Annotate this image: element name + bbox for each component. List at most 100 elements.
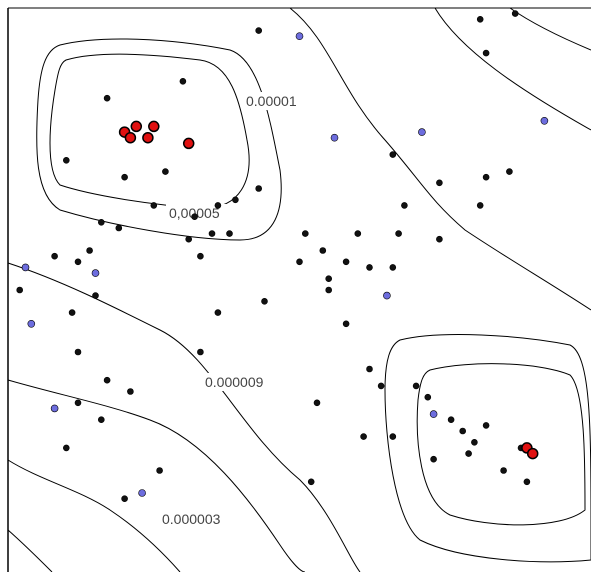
data-point-black — [342, 320, 350, 328]
data-point-blue — [50, 404, 59, 413]
data-point-black — [226, 230, 233, 237]
data-point-black — [51, 252, 58, 260]
data-point-blue — [540, 117, 549, 125]
data-point-black — [476, 15, 484, 23]
data-point-black — [255, 185, 263, 192]
data-point-black — [389, 264, 397, 271]
data-point-black — [98, 416, 105, 424]
contour-labels: 0.00001 0,00005 0.000009 0.000003 — [159, 92, 303, 528]
data-point-black — [401, 202, 408, 209]
contour-line-top-upper-middle — [289, 7, 591, 311]
contour-line-bottom-left-edge — [7, 529, 53, 572]
data-point-black — [63, 444, 70, 452]
data-point-blue — [295, 32, 304, 41]
data-point-black — [360, 433, 367, 440]
data-point-black — [476, 202, 484, 209]
data-point-black — [74, 348, 82, 356]
data-point-blue — [21, 263, 30, 272]
contour-line-lower-right-outer — [384, 334, 591, 563]
data-point-blue — [27, 319, 36, 328]
data-point-black — [86, 247, 93, 254]
data-point-red — [142, 131, 154, 144]
contour-line-lower-right-inner — [416, 363, 586, 526]
data-point-black — [436, 179, 443, 187]
data-point-black — [447, 416, 455, 424]
scatter-points — [16, 10, 549, 503]
contour-label-upper-left-inner: 0.00001 — [246, 93, 297, 109]
data-point-black — [74, 258, 82, 266]
data-point-black — [197, 348, 204, 356]
data-point-black — [377, 382, 385, 390]
contour-line-left-lower — [7, 379, 306, 572]
data-point-black — [366, 264, 373, 271]
data-point-black — [342, 258, 350, 266]
data-point-black — [482, 173, 490, 181]
data-point-black — [436, 235, 443, 243]
data-point-blue — [91, 269, 100, 277]
data-point-black — [214, 202, 222, 209]
data-point-black — [307, 478, 315, 486]
data-point-black — [506, 168, 513, 175]
data-point-black — [16, 286, 24, 294]
data-point-black — [319, 247, 327, 254]
data-point-black — [424, 393, 432, 401]
data-point-black — [412, 382, 420, 390]
data-point-black — [482, 49, 490, 57]
data-point-black — [296, 258, 303, 266]
data-point-black — [98, 219, 105, 226]
data-point-red — [130, 120, 143, 133]
data-point-blue — [418, 128, 426, 136]
data-point-black — [63, 157, 70, 164]
data-point-black — [179, 78, 187, 85]
data-point-red — [182, 137, 195, 150]
data-point-black — [74, 399, 82, 407]
data-point-black — [354, 230, 362, 237]
data-point-red — [526, 447, 539, 460]
data-point-blue — [138, 489, 146, 497]
data-point-black — [162, 168, 169, 175]
data-point-black — [92, 292, 99, 299]
data-point-black — [214, 309, 222, 316]
data-point-black — [301, 230, 309, 237]
data-point-black — [197, 252, 204, 260]
data-point-red — [124, 131, 137, 144]
data-point-black — [255, 27, 263, 34]
data-point-black — [232, 196, 239, 204]
data-point-black — [103, 94, 111, 102]
data-point-black — [115, 224, 123, 232]
data-point-black — [389, 151, 397, 158]
data-point-black — [121, 173, 128, 181]
contour-line-bottom-left — [7, 459, 181, 572]
data-point-black — [325, 275, 333, 283]
data-point-blue — [429, 410, 438, 418]
data-point-blue — [383, 291, 391, 300]
contour-label-middle: 0.000009 — [205, 374, 264, 390]
data-point-black — [511, 10, 519, 17]
data-point-black — [482, 422, 490, 429]
data-point-black — [185, 235, 192, 243]
contour-label-bottom-left: 0.000003 — [162, 511, 221, 527]
data-point-black — [325, 286, 333, 294]
data-point-black — [500, 467, 507, 474]
data-point-black — [459, 427, 467, 435]
data-point-black — [395, 230, 402, 237]
plot-frame — [7, 7, 591, 572]
data-point-black — [127, 388, 134, 395]
data-point-black — [150, 202, 158, 209]
data-point-black — [366, 365, 373, 373]
data-point-black — [191, 213, 198, 220]
data-point-black — [313, 399, 321, 407]
data-point-red — [148, 120, 160, 133]
data-point-black — [208, 230, 216, 237]
contour-label-upper-left-outer: 0,00005 — [169, 205, 220, 221]
data-point-black — [523, 478, 531, 486]
data-point-black — [68, 309, 76, 316]
contour-line-upper-left-outer — [36, 38, 282, 241]
data-point-black — [121, 495, 128, 503]
data-point-blue — [330, 133, 339, 142]
data-point-black — [261, 297, 268, 305]
data-point-black — [430, 455, 437, 463]
data-point-black — [465, 450, 472, 457]
